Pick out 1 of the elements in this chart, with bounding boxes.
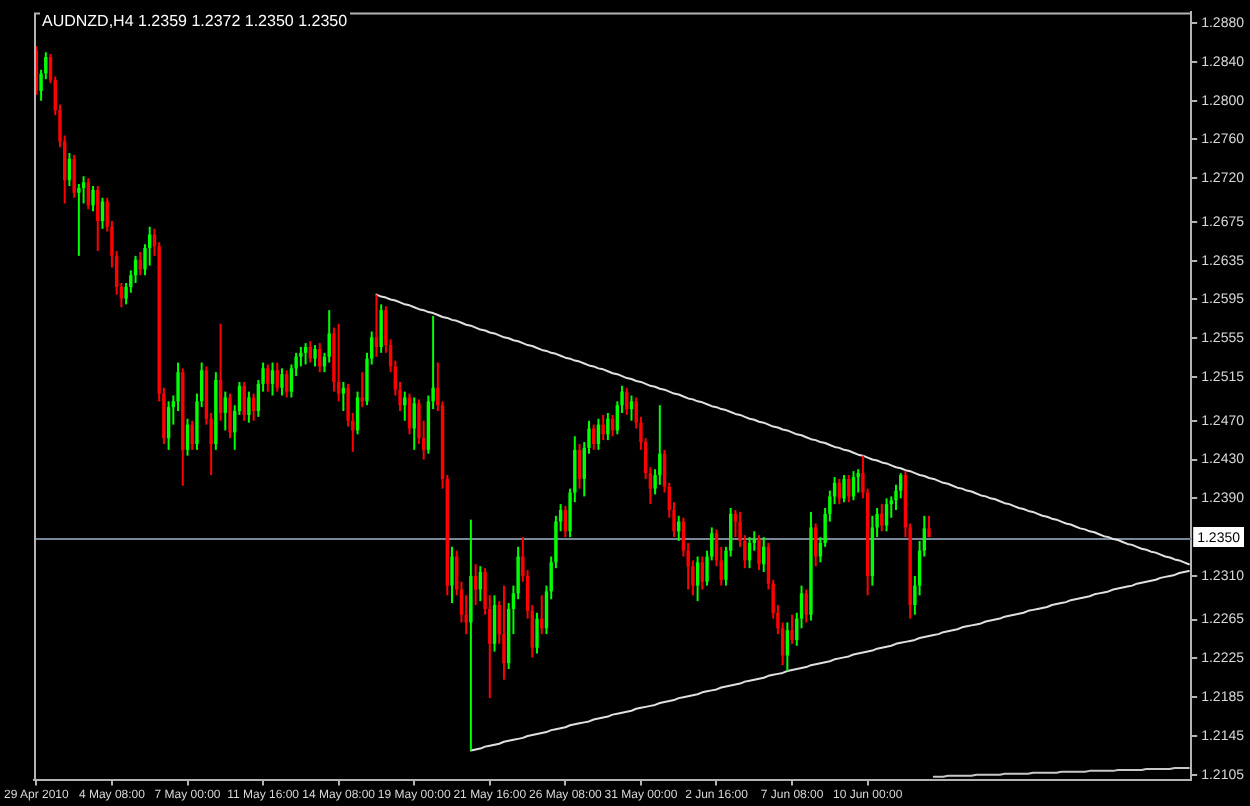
chart-title: AUDNZD,H4 1.2359 1.2372 1.2350 1.2350 [40,12,350,30]
